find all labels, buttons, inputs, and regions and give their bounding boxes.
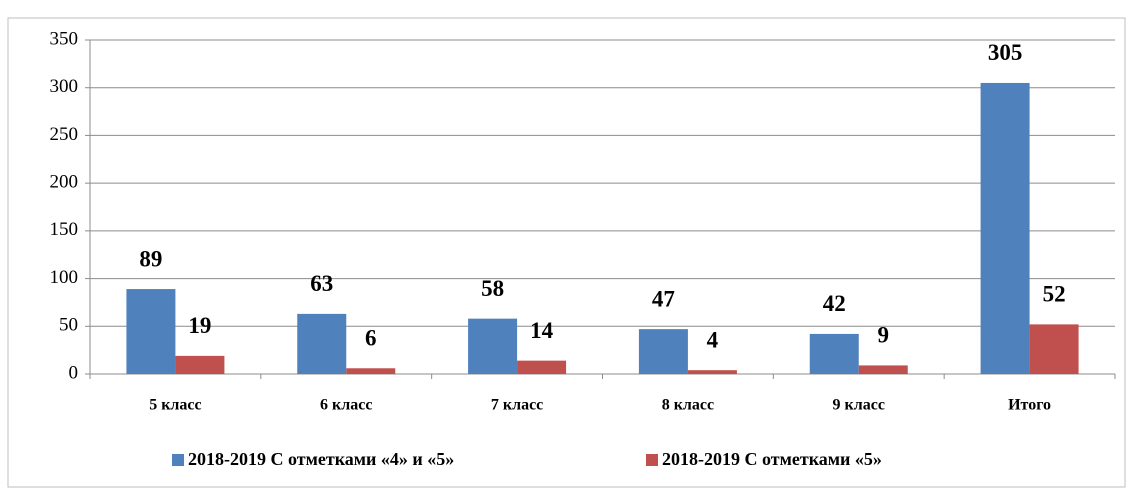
value-label: 42 bbox=[823, 291, 846, 316]
x-tick-label: 6 класс bbox=[320, 397, 372, 414]
y-tick-label: 0 bbox=[69, 362, 79, 383]
y-tick-label: 200 bbox=[50, 172, 79, 193]
value-label: 9 bbox=[878, 323, 890, 348]
bar bbox=[638, 329, 688, 374]
bar bbox=[1029, 324, 1079, 374]
bar bbox=[175, 355, 225, 374]
value-label: 19 bbox=[188, 313, 211, 338]
value-label: 89 bbox=[139, 246, 162, 271]
legend-label: 2018-2019 С отметками «4» и «5» bbox=[188, 449, 454, 469]
y-tick-label: 350 bbox=[50, 28, 79, 49]
value-label: 47 bbox=[652, 286, 675, 311]
value-label: 6 bbox=[365, 326, 377, 351]
bar bbox=[126, 289, 176, 374]
bar bbox=[980, 82, 1030, 374]
y-tick-label: 100 bbox=[50, 267, 79, 288]
bar bbox=[809, 333, 859, 374]
y-tick-label: 300 bbox=[50, 76, 79, 97]
x-tick-label: 5 класс bbox=[149, 397, 201, 414]
y-tick-label: 50 bbox=[59, 315, 78, 336]
bar bbox=[687, 370, 737, 374]
legend-label: 2018-2019 С отметками «5» bbox=[662, 449, 882, 469]
bar bbox=[297, 313, 347, 374]
value-label: 58 bbox=[481, 276, 504, 301]
x-tick-label: 9 класс bbox=[833, 397, 885, 414]
y-tick-label: 150 bbox=[50, 219, 79, 240]
bar bbox=[346, 368, 396, 374]
y-tick-label: 250 bbox=[50, 124, 79, 145]
value-label: 63 bbox=[310, 271, 333, 296]
legend-swatch bbox=[646, 454, 658, 466]
bar bbox=[468, 318, 518, 374]
value-label: 305 bbox=[988, 40, 1023, 65]
legend-swatch bbox=[172, 454, 184, 466]
bar bbox=[517, 360, 567, 374]
value-label: 52 bbox=[1043, 282, 1066, 307]
x-tick-label: 7 класс bbox=[491, 397, 543, 414]
x-tick-label: Итого bbox=[1008, 397, 1051, 414]
chart-frame bbox=[7, 17, 1126, 488]
x-tick-label: 8 класс bbox=[662, 397, 714, 414]
value-label: 14 bbox=[530, 318, 554, 343]
bar bbox=[858, 365, 908, 374]
value-label: 4 bbox=[707, 327, 719, 352]
